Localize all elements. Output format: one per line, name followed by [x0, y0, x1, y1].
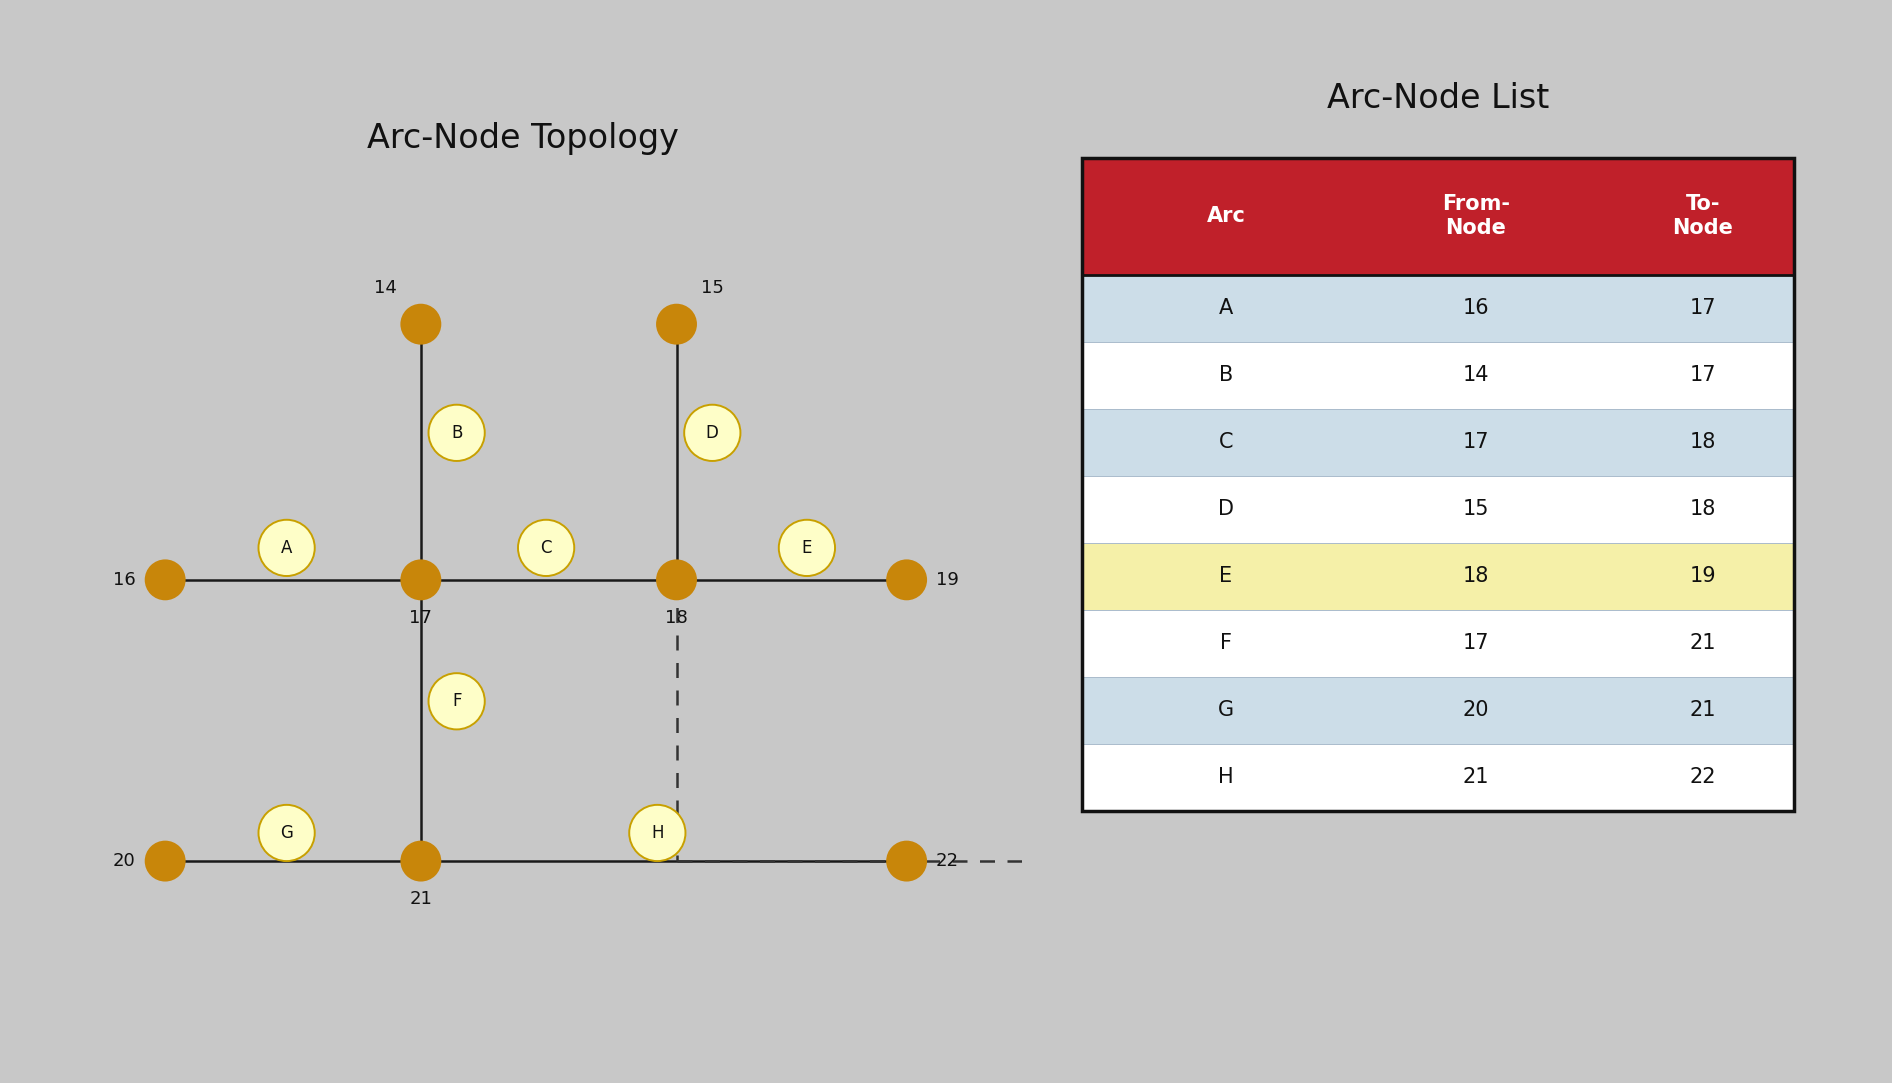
Text: B: B — [450, 423, 462, 442]
Text: 15: 15 — [1463, 499, 1489, 519]
Text: 17: 17 — [1690, 365, 1716, 386]
Circle shape — [144, 560, 185, 600]
Text: 17: 17 — [1690, 298, 1716, 318]
Text: 14: 14 — [1463, 365, 1489, 386]
FancyBboxPatch shape — [1082, 341, 1794, 408]
Text: C: C — [1218, 432, 1234, 453]
Text: H: H — [651, 824, 664, 841]
Circle shape — [401, 840, 441, 882]
Text: 21: 21 — [1690, 634, 1716, 653]
FancyBboxPatch shape — [1082, 744, 1794, 811]
Text: Arc: Arc — [1207, 207, 1245, 226]
FancyBboxPatch shape — [1082, 475, 1794, 543]
Text: 21: 21 — [409, 890, 431, 909]
Text: G: G — [1218, 701, 1234, 720]
Text: 18: 18 — [1690, 499, 1716, 519]
Circle shape — [428, 674, 484, 730]
Text: 22: 22 — [1690, 768, 1716, 787]
Text: From-
Node: From- Node — [1442, 194, 1510, 238]
Circle shape — [401, 560, 441, 600]
FancyBboxPatch shape — [1082, 610, 1794, 677]
Text: 17: 17 — [1463, 634, 1489, 653]
Text: 21: 21 — [1463, 768, 1489, 787]
Circle shape — [780, 520, 834, 576]
Text: D: D — [1218, 499, 1234, 519]
Circle shape — [885, 560, 927, 600]
Text: To-
Node: To- Node — [1673, 194, 1733, 238]
Text: 16: 16 — [1463, 298, 1489, 318]
Text: 14: 14 — [373, 279, 397, 298]
Text: Arc-Node Topology: Arc-Node Topology — [367, 122, 679, 155]
Text: B: B — [1218, 365, 1234, 386]
Circle shape — [685, 405, 740, 461]
Text: 22: 22 — [937, 852, 959, 870]
Circle shape — [259, 520, 314, 576]
FancyBboxPatch shape — [1082, 158, 1794, 274]
Text: C: C — [541, 539, 552, 557]
Text: Arc-Node List: Arc-Node List — [1326, 81, 1550, 115]
Text: A: A — [280, 539, 291, 557]
Text: 15: 15 — [700, 279, 725, 298]
FancyBboxPatch shape — [1082, 677, 1794, 744]
Circle shape — [630, 805, 685, 861]
Text: 18: 18 — [1690, 432, 1716, 453]
Circle shape — [144, 840, 185, 882]
Text: G: G — [280, 824, 293, 841]
Text: F: F — [452, 692, 462, 710]
FancyBboxPatch shape — [1082, 408, 1794, 475]
Text: 19: 19 — [937, 571, 959, 589]
Text: 20: 20 — [1463, 701, 1489, 720]
Circle shape — [657, 560, 696, 600]
Circle shape — [259, 805, 314, 861]
Circle shape — [428, 405, 484, 461]
Text: 17: 17 — [409, 610, 431, 627]
Circle shape — [657, 303, 696, 344]
Text: H: H — [1218, 768, 1234, 787]
Text: E: E — [802, 539, 812, 557]
FancyBboxPatch shape — [1082, 274, 1794, 341]
Circle shape — [885, 840, 927, 882]
Text: 18: 18 — [666, 610, 689, 627]
Text: 21: 21 — [1690, 701, 1716, 720]
Text: 17: 17 — [1463, 432, 1489, 453]
Text: 18: 18 — [1463, 566, 1489, 586]
FancyBboxPatch shape — [1082, 543, 1794, 610]
Text: D: D — [706, 423, 719, 442]
Text: E: E — [1220, 566, 1232, 586]
Text: 16: 16 — [114, 571, 136, 589]
Text: 20: 20 — [114, 852, 136, 870]
Circle shape — [518, 520, 575, 576]
Text: F: F — [1220, 634, 1232, 653]
Circle shape — [401, 303, 441, 344]
Text: 19: 19 — [1690, 566, 1716, 586]
Text: A: A — [1218, 298, 1234, 318]
